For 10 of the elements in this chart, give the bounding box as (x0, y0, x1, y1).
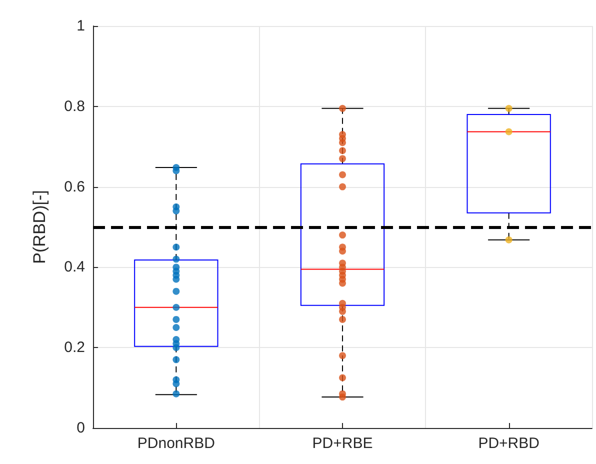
x-tick-label: PDnonRBD (137, 435, 216, 452)
x-tick-label: PD+RBE (312, 435, 373, 452)
y-tick-label: 0.6 (64, 178, 85, 196)
y-tick-label: 0.8 (64, 98, 85, 115)
y-tick-label: 0 (76, 420, 85, 436)
y-tick-label: 1 (76, 18, 85, 34)
x-tick-label: PD+RBD (478, 435, 540, 452)
y-tick-label: 0.4 (64, 258, 85, 276)
y-tick-label: 0.2 (64, 339, 85, 356)
y-axis-title: P(RBD)[-] (30, 190, 49, 264)
